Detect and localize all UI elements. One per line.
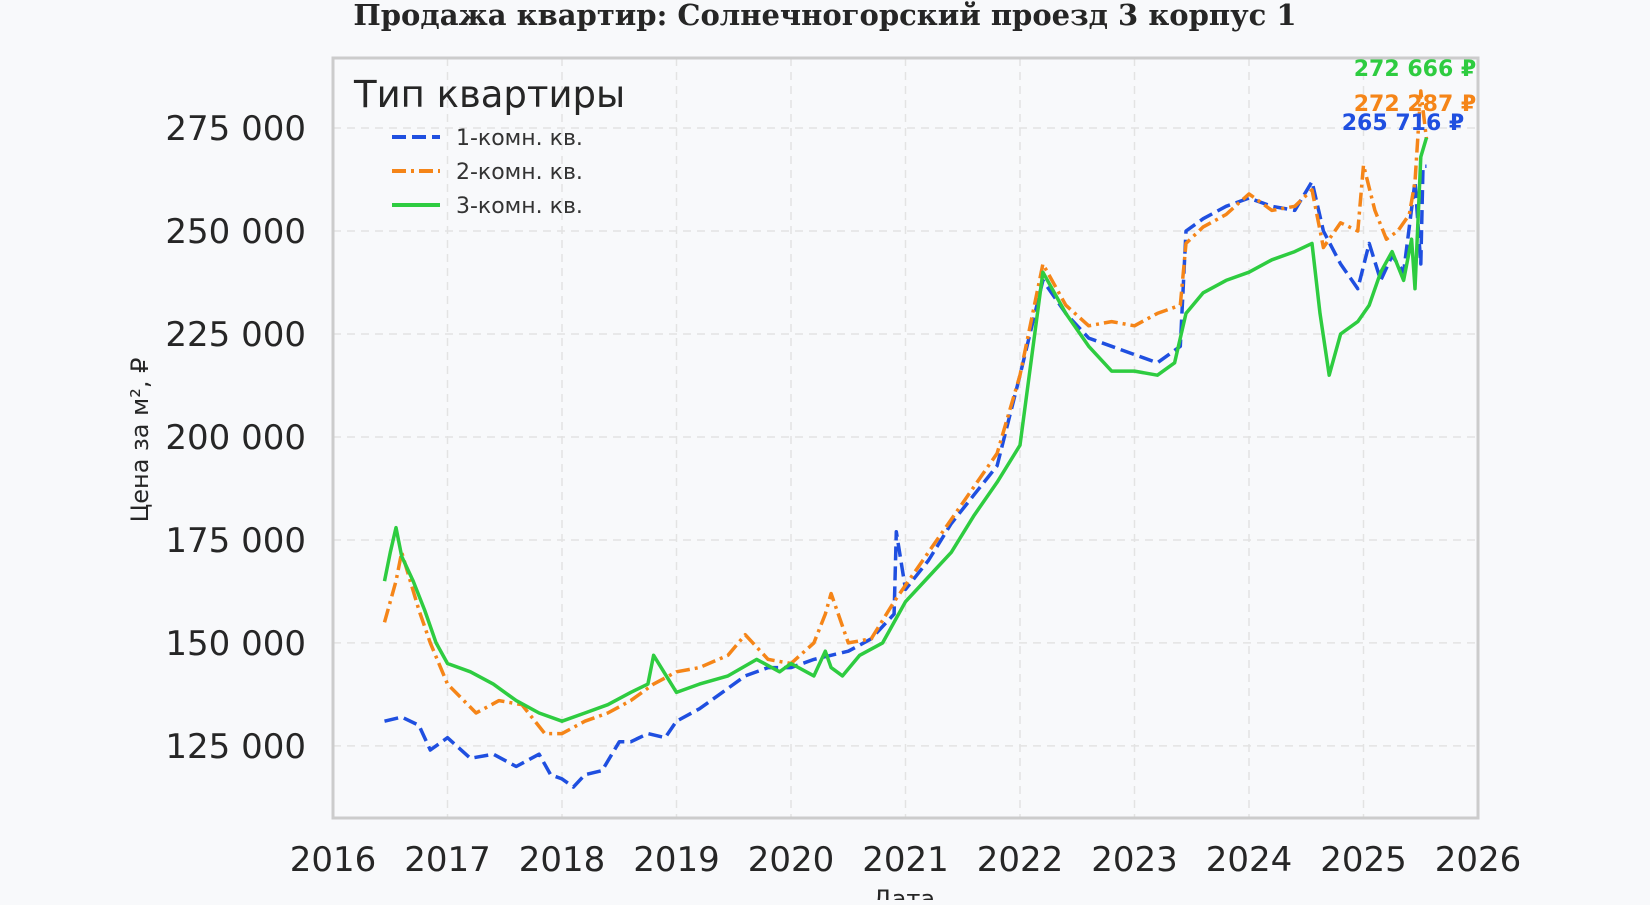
x-tick-label: 2025 [1320,840,1407,880]
legend-title: Тип квартиры [353,73,625,116]
legend: Тип квартиры 1-комн. кв. 2-комн. кв. 3-ком… [353,73,625,219]
x-tick-label: 2023 [1091,840,1178,880]
x-tick-label: 2026 [1435,840,1522,880]
legend-label-1: 1-комн. кв. [456,126,583,151]
plot-frame [331,56,1480,820]
legend-label-3: 3-комн. кв. [456,194,583,219]
x-tick-label: 2016 [290,840,377,880]
x-tick-label: 2024 [1206,840,1293,880]
y-tick-label: 175 000 [165,521,306,561]
legend-entries: 1-комн. кв. 2-комн. кв. 3-комн. кв. [392,126,583,219]
series-line-1 [384,164,1427,789]
x-tick-label: 2022 [977,840,1064,880]
legend-label-2: 2-комн. кв. [456,160,583,185]
axis-ticks: 2016 2017 2018 2019 2020 2021 2022 2023 2024 2025… [165,109,1521,880]
series-lines [382,89,1429,789]
y-tick-label: 250 000 [165,212,306,252]
x-tick-label: 2019 [633,840,720,880]
x-tick-label: 2017 [404,840,491,880]
chart-title: Продажа квартир: Солнечногорский проезд … [353,0,1296,32]
x-tick-label: 2020 [748,840,835,880]
y-tick-label: 200 000 [165,418,306,458]
x-axis-label: Дата [873,885,935,900]
y-tick-label: 275 000 [165,109,306,149]
end-value-labels: 265 716 ₽272 287 ₽ 272 666 ₽ [1342,57,1476,136]
y-tick-label: 225 000 [165,315,306,355]
y-tick-label: 150 000 [165,624,306,664]
end-value-label-2: 272 287 ₽ [1354,92,1476,117]
end-value-label-3: 272 666 ₽ [1354,57,1476,82]
series-line-3 [382,137,1429,723]
y-axis-label: Цена за м², ₽ [126,358,154,523]
end-value-label-1: 265 716 ₽ [1342,111,1464,136]
x-tick-label: 2018 [519,840,606,880]
x-tick-label: 2021 [862,840,949,880]
y-tick-label: 125 000 [165,727,306,767]
